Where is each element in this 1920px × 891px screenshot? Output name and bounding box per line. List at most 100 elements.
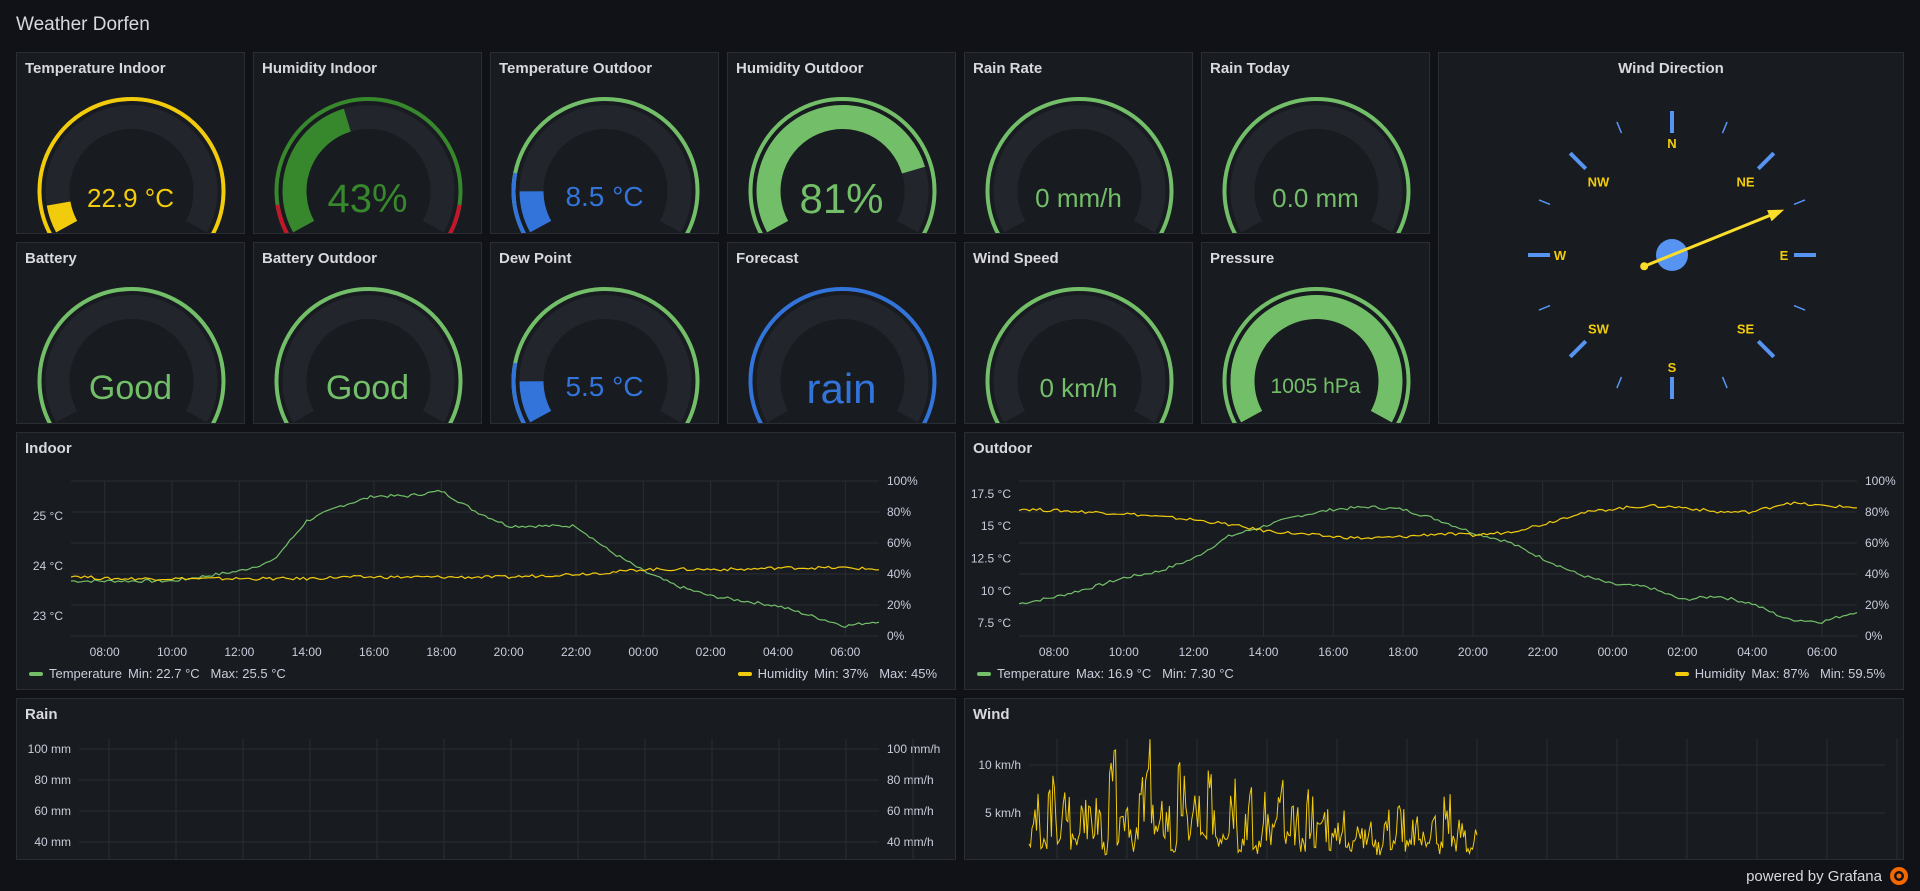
y-left-tick: 17.5 °C [971,487,1011,501]
gauge-track [993,295,1166,423]
legend-humidity[interactable]: Humidity Max: 87% Min: 59.5% [1674,666,1885,681]
gauge-value: Good [325,369,410,407]
gauge-value-arc [282,108,352,233]
y-left-tick: 40 mm [34,835,71,849]
dashboard-title[interactable]: Weather Dorfen [16,14,150,35]
legend-temperature[interactable]: Temperature Min: 22.7 °C Max: 25.5 °C [29,666,286,681]
wind-panel[interactable]: Wind 5 km/h 10 km/h [964,698,1904,860]
x-tick: 22:00 [561,645,591,659]
gauge-panel-dew-point[interactable]: Dew Point 5.5 °C [490,242,719,424]
y-right-tick: 80% [887,505,911,519]
compass-tick [1793,199,1806,206]
gauge-value: 0.0 mm [1272,183,1359,213]
compass-chart: N NE E SE S SW W NW [1528,111,1816,399]
x-tick: 10:00 [1109,645,1139,659]
y-right-tick: 80% [1865,505,1889,519]
gauge-threshold-ring [37,287,226,423]
gauge-panel-temp-outdoor[interactable]: Temperature Outdoor 8.5 °C [490,52,719,234]
gauge-arc [1222,287,1411,423]
gauge-panel-battery-outdoor[interactable]: Battery Outdoor Good [253,242,482,424]
x-tick: 04:00 [1737,645,1767,659]
gauge-panel-forecast[interactable]: Forecast rain [727,242,956,424]
gauge-panel-rain-today[interactable]: Rain Today 0.0 mm [1201,52,1430,234]
indoor-panel[interactable]: Indoor 0% 20% 40% 60% 80% 100% 23 °C 24 °C 25 °C… [16,432,956,690]
legend-stats: Min: 22.7 °C Max: 25.5 °C [127,666,286,681]
series-line-humidity [70,565,880,581]
rain-panel[interactable]: Rain 40 mm 60 mm 80 mm 100 mm 40 mm/h 60 mm/h… [16,698,956,860]
legend-stats: Max: 87% Min: 59.5% [1751,666,1885,681]
y-left-tick: 100 mm [28,742,71,756]
y-left-tick: 10 °C [981,584,1011,598]
gauge-panel-hum-outdoor[interactable]: Humidity Outdoor 81% [727,52,956,234]
x-tick: 00:00 [628,645,658,659]
y-right-tick: 60% [1865,536,1889,550]
gauge-arc [511,97,700,233]
x-tick: 12:00 [1179,645,1209,659]
outdoor-panel[interactable]: Outdoor 0% 20% 40% 60% 80% 100% 7.5 °C 10 °C 12.… [964,432,1904,690]
y-right-tick: 20% [887,598,911,612]
legend-label: Temperature [997,666,1070,681]
y-right-tick: 0% [887,629,905,643]
series-line-temperature [1018,505,1858,624]
indoor-chart: 0% 20% 40% 60% 80% 100% 23 °C 24 °C 25 °C 08:00 10… [33,474,918,659]
compass-needle [1643,210,1780,268]
gauge-value: 5.5 °C [565,371,644,402]
gauge-value: 1005 hPa [1270,375,1361,398]
x-tick: 02:00 [1667,645,1697,659]
footer[interactable]: powered by Grafana [1746,865,1910,887]
x-tick: 06:00 [830,645,860,659]
x-tick: 08:00 [90,645,120,659]
series-line-humidity [1018,501,1858,540]
compass-tick [1793,304,1806,311]
grafana-logo-icon [1890,867,1908,885]
y-right-tick: 100% [887,474,918,488]
legend-swatch [29,671,43,676]
wind-chart: 5 km/h 10 km/h [978,739,1898,859]
panel-title: Humidity Outdoor [736,60,864,77]
y-right-tick: 60 mm/h [887,804,934,818]
gauge-value: 0 km/h [1039,373,1118,403]
gauge-threshold-ring [37,97,226,233]
gauge-threshold-ring [985,97,1174,233]
gauge-threshold-ring [748,97,937,233]
panel-title: Forecast [736,250,799,267]
wind-direction-panel[interactable]: Wind Direction N NE E SE S SW W NW [1438,52,1904,424]
compass-needle-tail [1640,262,1649,271]
panel-title: Outdoor [973,440,1033,457]
gauge-track [519,295,692,423]
compass-label-n: N [1667,136,1676,151]
legend-humidity[interactable]: Humidity Min: 37% Max: 45% [737,666,937,681]
legend-swatch [737,671,752,676]
legend-swatch [1674,671,1689,676]
legend-label: Humidity [1694,666,1746,681]
panel-title: Rain Rate [973,60,1043,77]
y-left-tick: 23 °C [33,609,63,623]
compass-label-se: SE [1737,322,1755,337]
panel-title: Battery Outdoor [262,250,378,267]
gauge-panel-temp-indoor[interactable]: Temperature Indoor 22.9 °C [16,52,245,234]
gauge-arc [511,287,700,423]
gauge-value: 8.5 °C [565,181,644,212]
legend-temperature[interactable]: Temperature Max: 16.9 °C Min: 7.30 °C [977,666,1234,681]
y-left-tick: 60 mm [34,804,71,818]
compass-tick [1616,376,1623,389]
panel-title: Pressure [1210,250,1275,267]
gauge-value-arc [46,201,78,233]
gauge-panel-wind-speed[interactable]: Wind Speed 0 km/h [964,242,1193,424]
y-left-tick: 25 °C [33,509,63,523]
compass-label-nw: NW [1588,174,1610,189]
series-line-wind [1028,739,1478,856]
gauge-panel-hum-indoor[interactable]: Humidity Indoor 43% [253,52,482,234]
gauge-threshold-blue [511,172,526,233]
x-tick: 12:00 [224,645,254,659]
gauge-panel-rain-rate[interactable]: Rain Rate 0 mm/h [964,52,1193,234]
compass-label-ne: NE [1737,174,1755,189]
legend-stats: Max: 16.9 °C Min: 7.30 °C [1075,666,1234,681]
gauge-panel-battery[interactable]: Battery Good [16,242,245,424]
gauge-value-arc [519,380,552,423]
gauge-panel-pressure[interactable]: Pressure 1005 hPa [1201,242,1430,424]
gauge-arc [274,287,463,423]
gauge-track [756,295,929,423]
gauge-value: 43% [327,177,408,221]
x-tick: 02:00 [696,645,726,659]
